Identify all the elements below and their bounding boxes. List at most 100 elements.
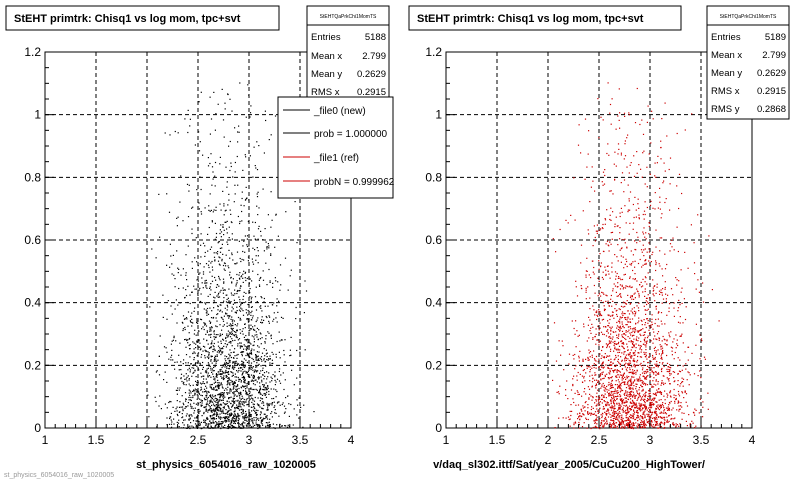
scatter-point bbox=[303, 404, 305, 406]
scatter-point bbox=[625, 324, 627, 326]
scatter-point bbox=[670, 288, 673, 290]
scatter-point bbox=[197, 280, 199, 282]
scatter-point bbox=[208, 320, 211, 322]
scatter-point bbox=[201, 282, 203, 284]
scatter-point bbox=[686, 379, 688, 381]
scatter-point bbox=[642, 152, 644, 154]
scatter-point bbox=[224, 403, 226, 405]
scatter-point bbox=[642, 328, 644, 330]
scatter-point bbox=[590, 332, 592, 334]
scatter-point bbox=[206, 331, 208, 333]
scatter-point bbox=[699, 358, 701, 360]
scatter-point bbox=[641, 349, 643, 351]
scatter-point bbox=[655, 392, 657, 394]
scatter-point bbox=[229, 388, 231, 390]
scatter-point bbox=[604, 353, 606, 355]
scatter-point bbox=[240, 386, 242, 388]
scatter-point bbox=[576, 375, 578, 377]
scatter-point bbox=[201, 415, 203, 417]
scatter-point bbox=[642, 278, 644, 280]
scatter-point bbox=[218, 415, 220, 417]
scatter-point bbox=[203, 406, 205, 408]
scatter-point bbox=[244, 419, 246, 421]
scatter-point bbox=[648, 329, 650, 331]
scatter-point bbox=[216, 399, 219, 401]
scatter-point bbox=[649, 265, 651, 267]
scatter-point bbox=[642, 412, 644, 414]
scatter-point bbox=[189, 125, 191, 127]
scatter-point bbox=[233, 335, 236, 337]
scatter-point bbox=[218, 371, 220, 373]
scatter-point bbox=[240, 426, 242, 429]
scatter-point bbox=[240, 381, 242, 383]
scatter-point bbox=[574, 421, 576, 423]
scatter-point bbox=[619, 391, 621, 393]
scatter-point bbox=[633, 346, 635, 348]
scatter-point bbox=[652, 207, 654, 209]
scatter-point bbox=[601, 291, 603, 293]
scatter-point bbox=[249, 278, 251, 280]
scatter-point bbox=[214, 129, 216, 131]
scatter-point bbox=[271, 380, 273, 382]
scatter-point bbox=[226, 367, 228, 369]
scatter-point bbox=[245, 419, 247, 421]
scatter-point bbox=[255, 255, 257, 257]
scatter-point bbox=[633, 395, 635, 397]
scatter-point bbox=[651, 253, 653, 256]
scatter-point bbox=[578, 334, 580, 336]
scatter-point bbox=[622, 342, 624, 344]
x-axis-ticks: 1 1.5 2 2.5 3 3.5 4 bbox=[42, 420, 355, 447]
scatter-point bbox=[226, 392, 228, 394]
scatter-point bbox=[593, 358, 596, 360]
scatter-point bbox=[619, 112, 621, 114]
scatter-point bbox=[636, 288, 638, 290]
scatter-point bbox=[221, 352, 223, 354]
scatter-point bbox=[208, 391, 210, 393]
scatter-point bbox=[602, 420, 604, 422]
scatter-point bbox=[192, 396, 194, 399]
scatter-point bbox=[616, 256, 618, 258]
scatter-point bbox=[212, 396, 214, 398]
scatter-point bbox=[215, 113, 217, 115]
scatter-point bbox=[185, 354, 188, 356]
scatter-point bbox=[261, 420, 263, 423]
scatter-point bbox=[609, 383, 611, 386]
scatter-point bbox=[673, 397, 675, 399]
scatter-point bbox=[260, 343, 262, 345]
scatter-point bbox=[644, 406, 646, 408]
scatter-point bbox=[220, 316, 222, 318]
scatter-point bbox=[223, 268, 225, 270]
scatter-point bbox=[631, 286, 633, 288]
scatter-point bbox=[187, 405, 189, 407]
scatter-point bbox=[200, 319, 203, 321]
scatter-point bbox=[265, 422, 267, 424]
scatter-point bbox=[617, 360, 619, 362]
scatter-point bbox=[661, 268, 663, 270]
scatter-point bbox=[269, 355, 271, 357]
scatter-point bbox=[657, 349, 659, 351]
scatter-point bbox=[637, 420, 639, 422]
scatter-point bbox=[624, 242, 626, 244]
scatter-point bbox=[170, 416, 172, 418]
scatter-point bbox=[609, 371, 611, 373]
scatter-point bbox=[205, 408, 207, 410]
scatter-point bbox=[649, 408, 651, 411]
scatter-point bbox=[655, 352, 657, 354]
scatter-point bbox=[202, 273, 205, 275]
scatter-point bbox=[677, 400, 679, 402]
scatter-point bbox=[187, 131, 189, 134]
scatter-point bbox=[626, 260, 628, 263]
scatter-point bbox=[185, 384, 187, 386]
scatter-point bbox=[233, 351, 235, 353]
scatter-point bbox=[263, 404, 265, 406]
scatter-point bbox=[239, 405, 241, 407]
scatter-point bbox=[209, 307, 211, 309]
scatter-point bbox=[214, 291, 216, 293]
scatter-point bbox=[284, 257, 287, 259]
scatter-point bbox=[226, 427, 228, 429]
scatter-point bbox=[598, 341, 600, 343]
scatter-point bbox=[660, 406, 662, 408]
scatter-point bbox=[220, 334, 222, 337]
scatter-point bbox=[621, 402, 623, 404]
scatter-point bbox=[217, 294, 219, 296]
